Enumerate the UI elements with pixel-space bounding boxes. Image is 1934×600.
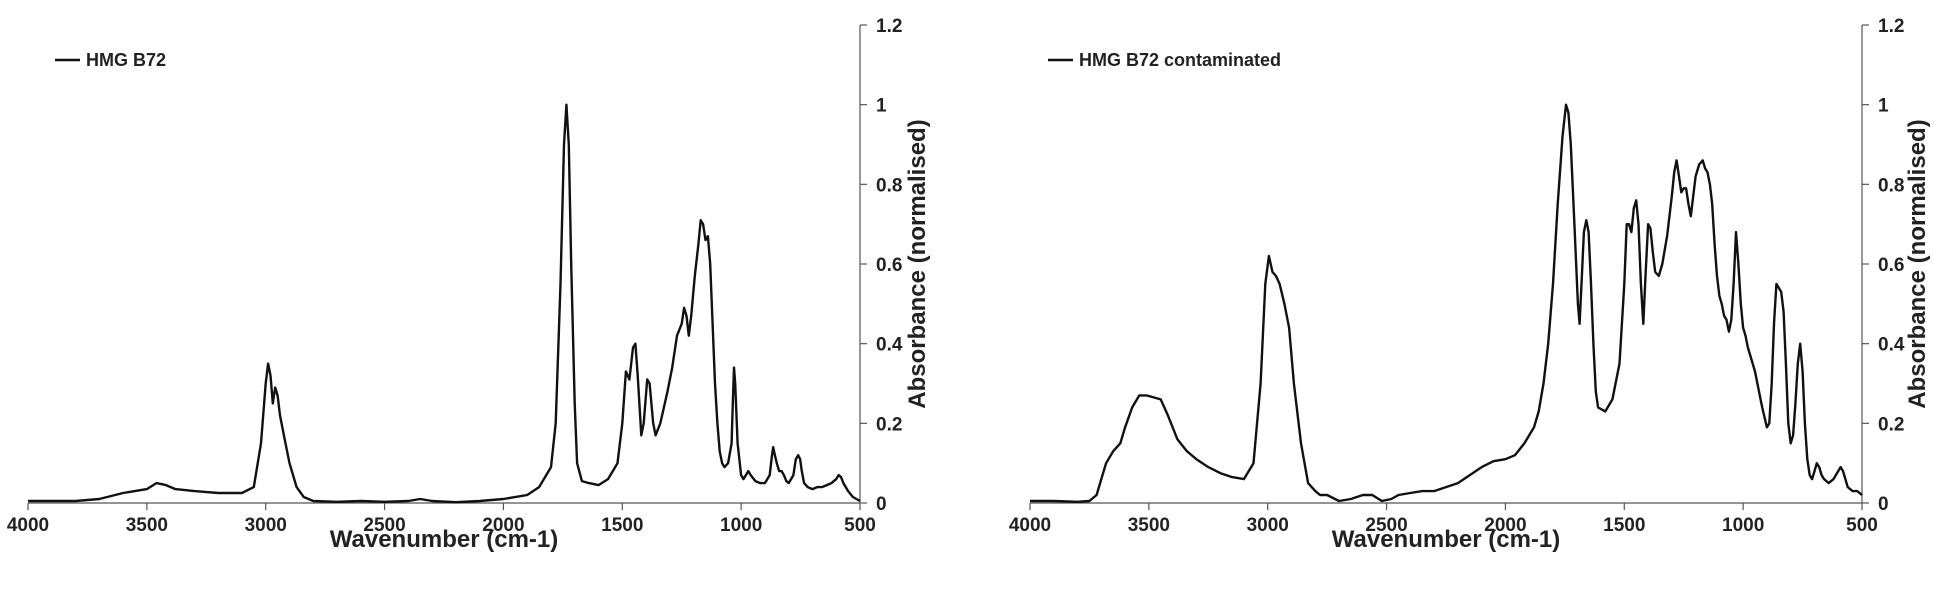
x-tick-label: 500	[1846, 515, 1878, 536]
chart-left: 4000 3500 3000 2500 2000 1500 1000 500 00.20.40…	[7, 16, 931, 553]
x-tick-label: 2500	[363, 515, 405, 536]
x-tick-label: 4000	[1009, 515, 1051, 536]
x-tick-label: 500	[844, 515, 876, 536]
x-tick-label: 1000	[720, 515, 762, 536]
legend-label-hmg-b72: HMG B72	[86, 50, 166, 70]
y-tick-label: 1	[876, 96, 887, 117]
x-tick-label: 2000	[1484, 515, 1526, 536]
series-line-hmg-b72-contaminated	[1030, 103, 1863, 503]
y-tick-label: 1	[1878, 96, 1889, 117]
y-tick-label: 0.6	[1878, 255, 1904, 276]
plot-area-right	[1030, 25, 1862, 503]
x-tick-label: 1000	[1722, 515, 1764, 536]
y-tick-label: 0.8	[1878, 175, 1904, 196]
y-tick-label: 0.8	[876, 175, 902, 196]
y-tick-label: 0.2	[876, 414, 902, 435]
y-tick-label: 1.2	[1878, 16, 1904, 37]
x-tick-label: 2500	[1365, 515, 1407, 536]
y-tick-label: 0.6	[876, 255, 902, 276]
x-tick-label: 3500	[126, 515, 168, 536]
legend-left: HMG B72	[55, 50, 166, 70]
y-axis-title-left: Absorbance (normalised)	[904, 119, 931, 408]
x-axis-title-right: Wavenumber (cm-1)	[1332, 526, 1561, 553]
y-tick-label: 0.2	[1878, 414, 1904, 435]
x-tick-label: 2000	[482, 515, 524, 536]
x-axis-title-left: Wavenumber (cm-1)	[330, 526, 559, 553]
plot-area-left	[28, 25, 860, 503]
y-ticks-right: 0 0.2 0.4 0.6 0.8 1 1.2	[1862, 16, 1905, 515]
chart-right: 4000 3500 3000 2500 2000 1500 1000 500 00.20.40…	[1009, 16, 1931, 553]
y-ticks-left: 0 0.2 0.4 0.6 0.8 1 1.2	[860, 16, 903, 515]
y-tick-label: 1.2	[876, 16, 902, 37]
y-tick-label: 0	[876, 494, 887, 515]
y-tick-label: 0.4	[1878, 335, 1905, 356]
x-tick-label: 1500	[1603, 515, 1645, 536]
x-ticks-right: 4000 3500 3000 2500 2000 1500 1000 500	[1009, 503, 1878, 536]
y-axis-title-right: Absorbance (normalised)	[1904, 119, 1931, 408]
x-ticks-left: 4000 3500 3000 2500 2000 1500 1000 500	[7, 503, 876, 536]
y-tick-label: 0	[1878, 494, 1889, 515]
x-tick-label: 3000	[1247, 515, 1289, 536]
legend-label-hmg-b72-contaminated: HMG B72 contaminated	[1079, 50, 1281, 70]
y-tick-label: 0.4	[876, 335, 903, 356]
x-tick-label: 3500	[1128, 515, 1170, 536]
series-line-hmg-b72	[28, 103, 861, 504]
x-tick-label: 4000	[7, 515, 49, 536]
x-tick-label: 1500	[601, 515, 643, 536]
legend-right: HMG B72 contaminated	[1048, 50, 1281, 70]
x-tick-label: 3000	[245, 515, 287, 536]
